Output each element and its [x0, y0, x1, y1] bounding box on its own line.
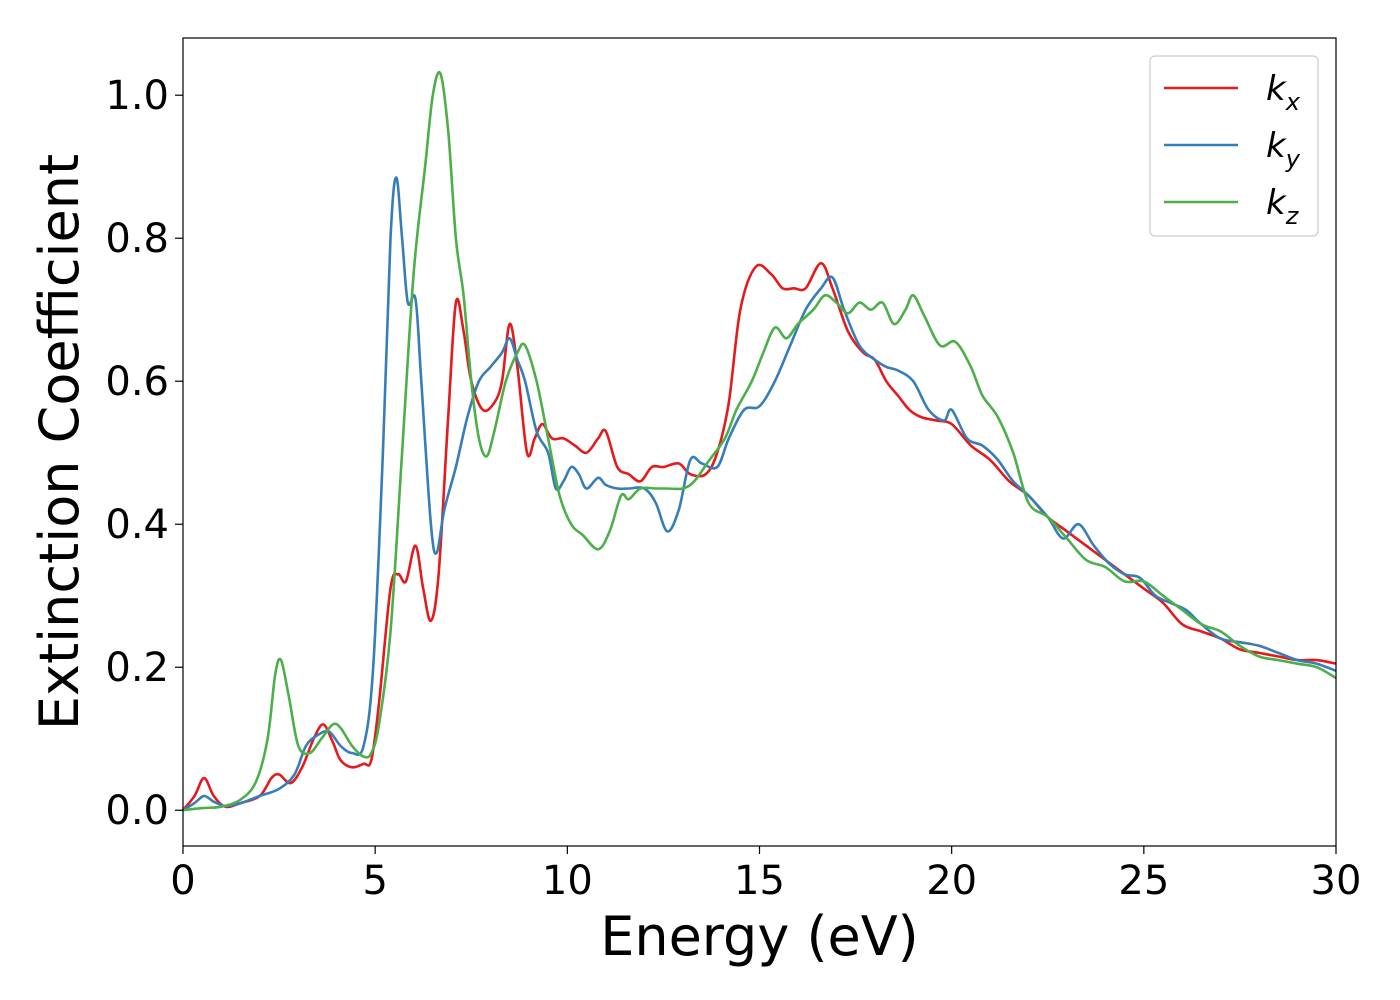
- x-tick-label: 15: [734, 858, 785, 904]
- series-layer: [181, 71, 1337, 812]
- legend: kx ky kz: [1149, 55, 1319, 237]
- y-tick-label: 0.6: [105, 359, 169, 405]
- y-tick-label: 0.2: [105, 645, 169, 691]
- x-tick-label: 10: [542, 858, 593, 904]
- y-axis-label: Extinction Coefficient: [28, 154, 91, 730]
- y-tick-label: 1.0: [105, 73, 169, 119]
- y-tick-label: 0.0: [105, 788, 169, 834]
- x-tick-label: 5: [362, 858, 387, 904]
- legend-label-ky: ky: [1266, 126, 1301, 173]
- y-axis: 0.0 0.2 0.4 0.6 0.8 1.0: [105, 73, 183, 834]
- x-tick-label: 25: [1118, 858, 1169, 904]
- y-tick-label: 0.8: [105, 216, 169, 262]
- y-tick-label: 0.4: [105, 502, 169, 548]
- x-tick-label: 0: [170, 858, 195, 904]
- x-axis-label: Energy (eV): [600, 905, 919, 968]
- x-tick-label: 30: [1311, 858, 1362, 904]
- series-line-kz: [182, 71, 1337, 812]
- x-axis: 0 5 10 15 20 25 30: [170, 846, 1361, 904]
- x-tick-label: 20: [926, 858, 977, 904]
- legend-label-kx: kx: [1266, 69, 1301, 116]
- series-line-ky: [182, 176, 1337, 812]
- legend-label-kz: kz: [1266, 183, 1300, 230]
